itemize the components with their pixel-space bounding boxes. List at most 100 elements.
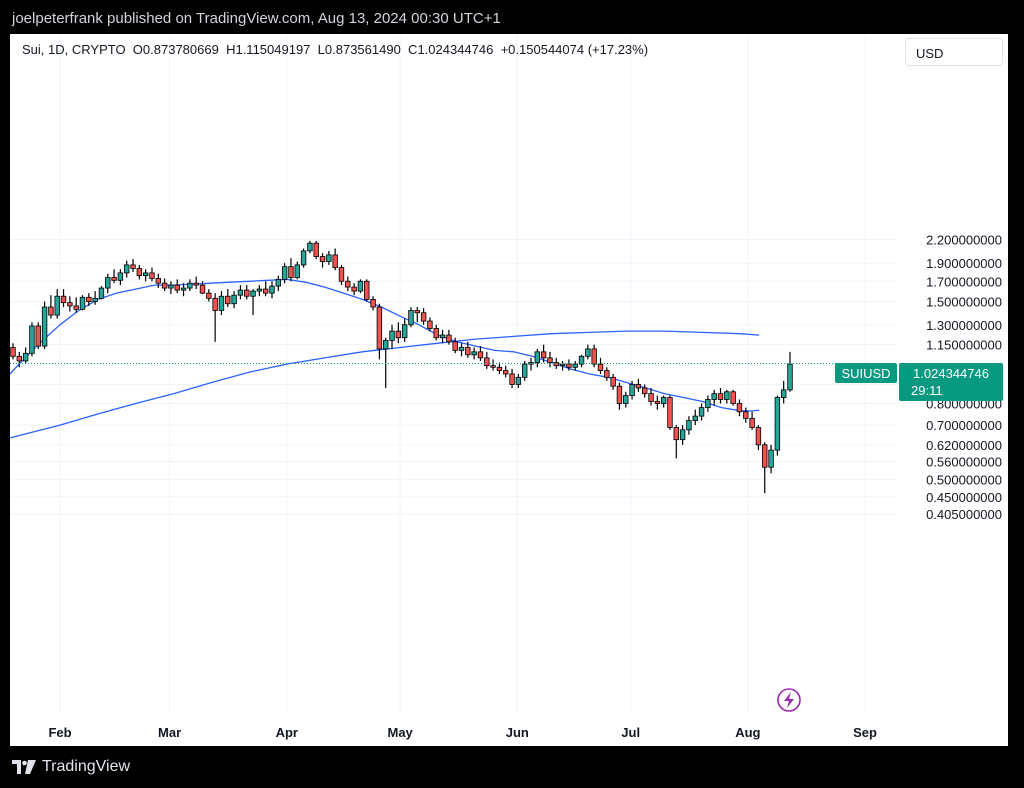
- candle: [521, 360, 528, 381]
- candle-body-down: [635, 383, 642, 389]
- candle: [124, 260, 130, 278]
- candle-body-down: [446, 334, 452, 343]
- candle-body-down: [212, 297, 218, 311]
- candle-body-up: [692, 415, 698, 421]
- candle: [604, 367, 610, 381]
- candle-body-down: [667, 397, 673, 428]
- candle: [54, 289, 60, 319]
- low-value: 0.873561490: [324, 42, 401, 57]
- candle: [105, 273, 111, 294]
- chart-panel[interactable]: 2.200000000 1.900000000 1.700000000 1.50000…: [0, 34, 1008, 746]
- candle: [130, 259, 136, 272]
- x-tick-label: May: [387, 725, 413, 740]
- candle-body-down: [48, 306, 54, 316]
- candle-body-down: [414, 310, 420, 314]
- candle: [401, 318, 408, 342]
- candle-body-down: [313, 242, 319, 257]
- candle: [578, 354, 585, 368]
- candle: [496, 362, 503, 374]
- candle-body-down: [111, 277, 117, 281]
- x-tick-label: Jul: [621, 725, 640, 740]
- candle-body-down: [673, 427, 679, 441]
- candle-body-down: [16, 355, 23, 362]
- candle: [294, 261, 300, 280]
- x-tick-label: Feb: [48, 725, 71, 740]
- candle-body-up: [534, 351, 541, 363]
- candle-body-down: [465, 347, 471, 356]
- candle: [351, 283, 357, 296]
- candle: [60, 289, 67, 308]
- symbol-label: Sui, 1D, CRYPTO: [22, 42, 126, 57]
- candle: [206, 289, 212, 302]
- candle-body-up: [180, 287, 187, 291]
- candle: [768, 444, 774, 474]
- tradingview-logo[interactable]: TradingView: [12, 758, 130, 776]
- candle-body-down: [288, 266, 294, 278]
- candle: [313, 240, 319, 260]
- candle-body-down: [484, 357, 490, 367]
- candle-body-up: [105, 277, 111, 289]
- candle-body-up: [307, 242, 313, 252]
- y-tick-label: 0.450000000: [926, 490, 1002, 505]
- candle: [547, 351, 553, 368]
- candle-body-up: [231, 294, 237, 305]
- candle-body-up: [578, 355, 585, 365]
- high-value: 1.115049197: [235, 42, 311, 57]
- candle: [471, 347, 477, 360]
- candle: [395, 322, 402, 344]
- x-tick-label: Mar: [158, 725, 181, 740]
- candle-body-down: [193, 282, 199, 286]
- candle-body-down: [364, 280, 370, 300]
- candle-body-down: [654, 401, 661, 404]
- candle: [540, 344, 547, 363]
- candle: [376, 303, 383, 360]
- candle-body-down: [755, 427, 762, 446]
- candle: [117, 269, 124, 286]
- candle-body-up: [294, 264, 300, 278]
- open-label: O: [132, 42, 143, 57]
- candle: [136, 264, 143, 280]
- candle-body-up: [187, 282, 193, 289]
- candle-body-up: [281, 266, 288, 280]
- candle: [383, 337, 389, 389]
- lightning-icon[interactable]: [777, 688, 801, 712]
- candle-body-down: [10, 347, 16, 357]
- candle: [370, 296, 376, 311]
- candle-body-down: [73, 305, 79, 310]
- candle: [180, 283, 187, 297]
- candle: [218, 291, 225, 316]
- candle-body-up: [559, 363, 566, 367]
- candle: [648, 388, 654, 406]
- candle-body-up: [54, 295, 60, 316]
- candle: [439, 329, 446, 344]
- candle-body-down: [345, 280, 351, 288]
- candle-body-up: [389, 330, 395, 341]
- candle-body-up: [679, 429, 686, 441]
- currency-button[interactable]: USD: [905, 38, 1003, 66]
- candle-body-up: [29, 325, 35, 354]
- candle-body-down: [244, 289, 250, 297]
- candle-body-up: [471, 351, 477, 356]
- candle-body-down: [433, 328, 439, 339]
- candle-body-up: [439, 334, 446, 339]
- candle-body-down: [597, 363, 604, 371]
- candle: [29, 322, 35, 357]
- candle-body-down: [730, 391, 736, 404]
- candle: [736, 399, 743, 417]
- candle-body-up: [117, 272, 124, 281]
- candle-body-up: [572, 363, 578, 368]
- candle-body-down: [477, 351, 484, 359]
- candle-body-down: [503, 370, 509, 375]
- candle-body-down: [566, 363, 572, 368]
- candle: [503, 365, 509, 378]
- candle-body-up: [780, 389, 787, 398]
- candle: [616, 382, 623, 410]
- candle-body-up: [698, 407, 705, 417]
- price-chart[interactable]: 2.200000000 1.900000000 1.700000000 1.50000…: [0, 34, 1008, 746]
- candle: [490, 359, 496, 371]
- candle-body-up: [623, 395, 629, 404]
- candle-body-up: [275, 278, 282, 287]
- candle: [231, 291, 237, 309]
- candle: [111, 269, 117, 284]
- candle: [534, 348, 541, 368]
